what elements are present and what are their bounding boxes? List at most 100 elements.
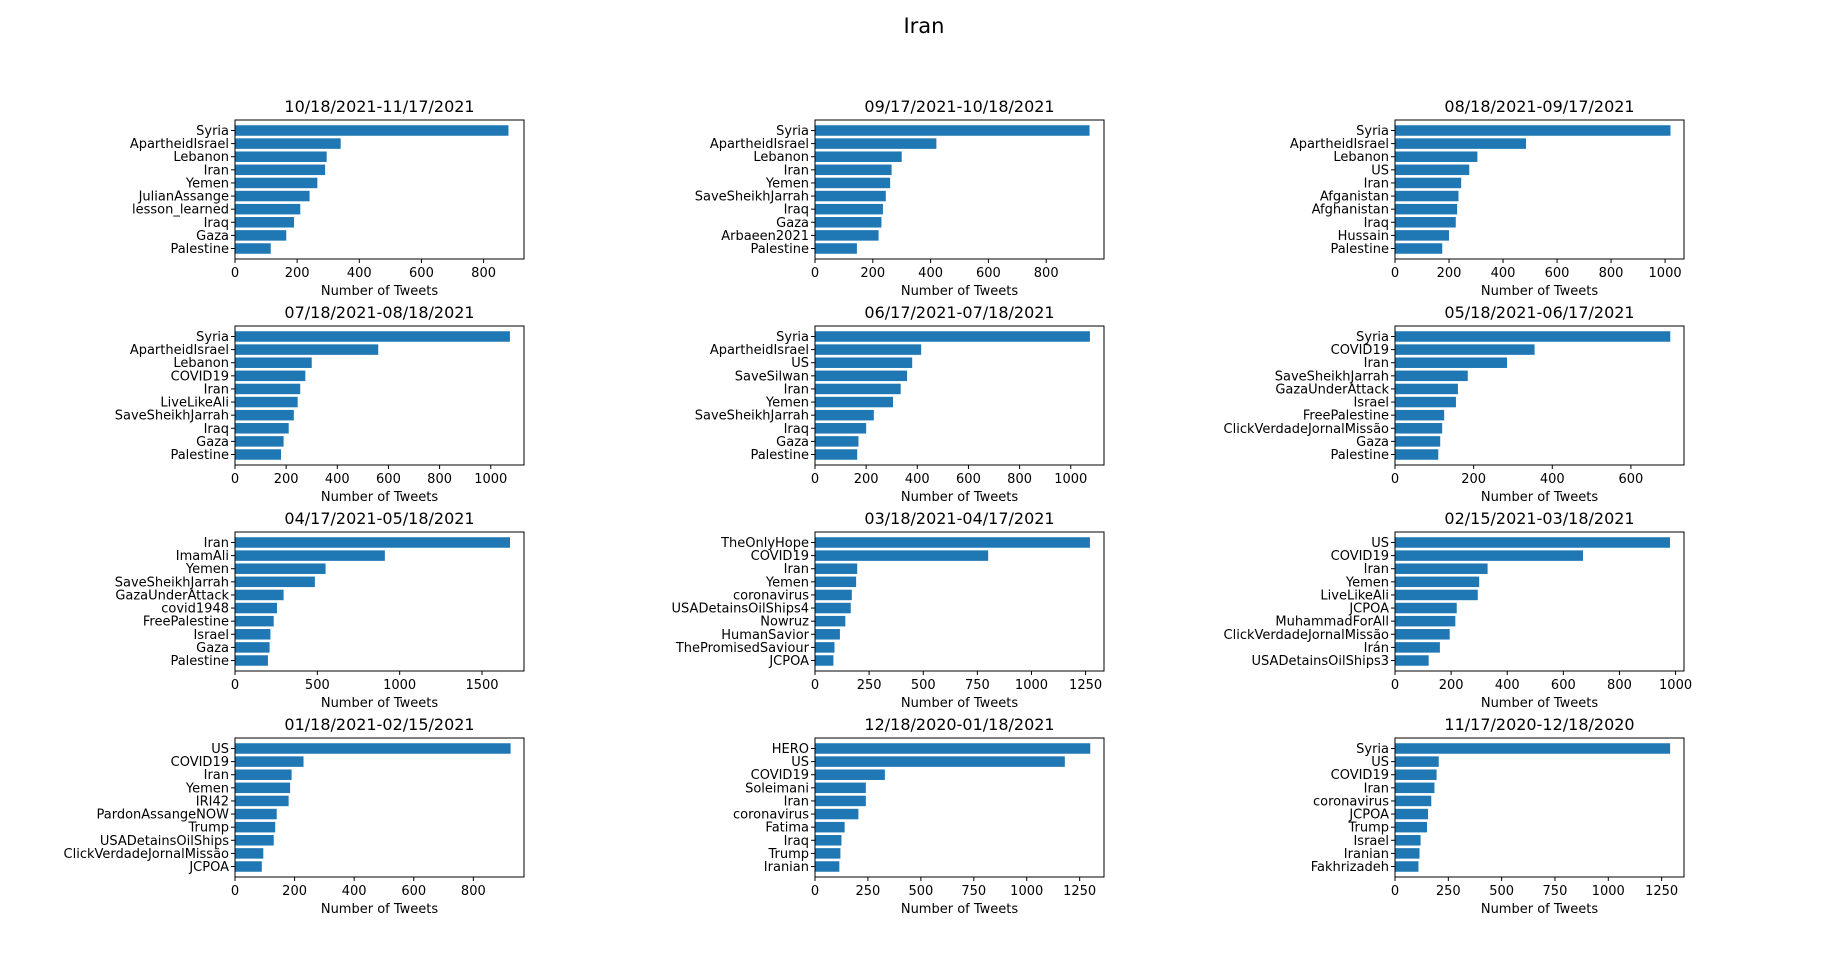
chart-4-bar-4 xyxy=(235,370,306,382)
chart-12-bar-9 xyxy=(1395,848,1420,859)
chart-8-frame xyxy=(814,531,1105,672)
chart-11-xlabel: Number of Tweets xyxy=(901,902,1019,917)
chart-12-category-label-1: Syria xyxy=(1356,742,1389,757)
chart-4-bar-3 xyxy=(235,357,312,368)
chart-10-category-label-8: USADetainsOilShips xyxy=(100,834,229,849)
chart-12-category-label-6: JCPOA xyxy=(1348,808,1389,823)
chart-7-bar-4 xyxy=(235,576,315,588)
chart-11-xtick-label-1: 0 xyxy=(811,884,819,899)
chart-9-category-label-4: Yemen xyxy=(1345,575,1389,590)
chart-10-xtick-label-3: 400 xyxy=(342,884,367,899)
chart-4-bar-7 xyxy=(235,409,294,421)
chart-3-category-label-5: Iran xyxy=(1364,176,1389,191)
chart-12-category-label-4: Iran xyxy=(1364,781,1389,796)
chart-9-title: 02/15/2021-03/18/2021 xyxy=(1444,509,1634,528)
chart-4-title: 07/18/2021-08/18/2021 xyxy=(284,303,474,322)
chart-2-bar-6 xyxy=(815,190,886,202)
chart-8-xtick-label-4: 750 xyxy=(965,678,990,693)
chart-3-category-label-9: Hussain xyxy=(1338,229,1389,244)
chart-10-bar-4 xyxy=(235,782,291,794)
chart-6-xtick-label-1: 0 xyxy=(1391,472,1399,487)
chart-5-category-label-7: SaveSheikhJarrah xyxy=(695,409,809,424)
chart-8-bar-9 xyxy=(815,642,835,653)
chart-12-bar-4 xyxy=(1395,782,1435,794)
chart-8-bar-3 xyxy=(815,563,858,574)
chart-11-bar-9 xyxy=(815,848,841,859)
chart-8-category-label-2: COVID19 xyxy=(751,549,809,564)
chart-3-category-label-3: Lebanon xyxy=(1333,150,1389,165)
chart-2-bar-3 xyxy=(815,151,902,162)
chart-6-xtick-label-3: 400 xyxy=(1540,472,1565,487)
chart-3-bar-10 xyxy=(1395,243,1443,254)
chart-11-bar-2 xyxy=(815,756,1065,767)
chart-3-category-label-2: ApartheidIsrael xyxy=(1290,137,1389,152)
chart-4-xlabel: Number of Tweets xyxy=(321,490,439,505)
chart-9-bar-2 xyxy=(1395,550,1583,561)
chart-12-category-label-3: COVID19 xyxy=(1331,768,1389,783)
chart-4-xtick-label-5: 800 xyxy=(427,472,452,487)
chart-9-xlabel: Number of Tweets xyxy=(1481,696,1599,711)
chart-12-bar-1 xyxy=(1395,743,1671,754)
chart-12-xtick-label-1: 0 xyxy=(1391,884,1399,899)
chart-6-category-label-7: FreePalestine xyxy=(1303,409,1389,424)
chart-11-frame xyxy=(814,737,1105,878)
chart-7-category-label-10: Palestine xyxy=(170,654,229,669)
chart-3-bar-6 xyxy=(1395,190,1459,202)
chart-1-xtick-label-3: 400 xyxy=(347,266,372,281)
chart-9-bar-1 xyxy=(1395,537,1670,548)
chart-6-category-label-10: Palestine xyxy=(1330,448,1389,463)
chart-6-category-label-2: COVID19 xyxy=(1331,343,1389,358)
chart-11-xtick-label-3: 500 xyxy=(908,884,933,899)
chart-1-category-label-8: Iraq xyxy=(204,216,229,231)
chart-8-category-label-7: Nowruz xyxy=(760,615,809,630)
chart-12-bar-10 xyxy=(1395,861,1419,872)
chart-1-category-label-2: ApartheidIsrael xyxy=(130,137,229,152)
chart-5-bar-3 xyxy=(815,357,913,368)
chart-8-category-label-9: ThePromisedSaviour xyxy=(675,641,810,656)
chart-11-category-label-3: COVID19 xyxy=(751,768,809,783)
chart-2-category-label-6: SaveSheikhJarrah xyxy=(695,190,809,205)
chart-8-category-label-8: HumanSavior xyxy=(721,628,809,643)
chart-1-bar-1 xyxy=(235,125,509,136)
chart-12-category-label-2: US xyxy=(1371,755,1389,770)
chart-7-xtick-label-3: 1000 xyxy=(383,678,416,693)
chart-5-bar-9 xyxy=(815,436,859,447)
chart-12-bar-6 xyxy=(1395,808,1429,820)
chart-5-xlabel: Number of Tweets xyxy=(901,490,1019,505)
chart-7-bar-6 xyxy=(235,602,277,614)
chart-4-category-label-8: Iraq xyxy=(204,422,229,437)
chart-3-category-label-7: Afghanistan xyxy=(1312,203,1389,218)
chart-3-bar-4 xyxy=(1395,164,1470,176)
chart-1-category-label-1: Syria xyxy=(196,124,229,139)
chart-2-bar-9 xyxy=(815,230,879,241)
chart-8-category-label-1: TheOnlyHope xyxy=(720,536,809,551)
chart-6-bar-4 xyxy=(1395,370,1468,382)
chart-6-bar-3 xyxy=(1395,357,1508,368)
chart-9-bar-4 xyxy=(1395,576,1480,588)
chart-12-xtick-label-2: 250 xyxy=(1436,884,1461,899)
chart-11-bar-6 xyxy=(815,808,859,820)
chart-2-bar-5 xyxy=(815,177,891,189)
chart-6-category-label-6: Israel xyxy=(1353,396,1389,411)
chart-10-title: 01/18/2021-02/15/2021 xyxy=(284,715,474,734)
chart-7-bar-3 xyxy=(235,563,326,574)
chart-2-category-label-3: Lebanon xyxy=(753,150,809,165)
chart-9-frame xyxy=(1394,531,1685,672)
chart-5-bar-2 xyxy=(815,344,922,355)
chart-10-xtick-label-4: 600 xyxy=(401,884,426,899)
chart-6-bar-9 xyxy=(1395,436,1441,447)
chart-12-category-label-5: coronavirus xyxy=(1313,794,1389,809)
chart-2-category-label-7: Iraq xyxy=(784,203,809,218)
chart-8-category-label-4: Yemen xyxy=(765,575,809,590)
chart-4-bar-5 xyxy=(235,383,301,395)
chart-5-xtick-label-1: 0 xyxy=(811,472,819,487)
chart-11-bar-4 xyxy=(815,782,866,794)
chart-2-xlabel: Number of Tweets xyxy=(901,284,1019,299)
chart-8-title: 03/18/2021-04/17/2021 xyxy=(864,509,1054,528)
chart-3-category-label-10: Palestine xyxy=(1330,242,1389,257)
chart-10-bar-5 xyxy=(235,795,289,807)
chart-7-category-label-3: Yemen xyxy=(185,562,229,577)
chart-1-title: 10/18/2021-11/17/2021 xyxy=(284,97,474,116)
figure-title: Iran xyxy=(903,14,945,38)
chart-8-xlabel: Number of Tweets xyxy=(901,696,1019,711)
